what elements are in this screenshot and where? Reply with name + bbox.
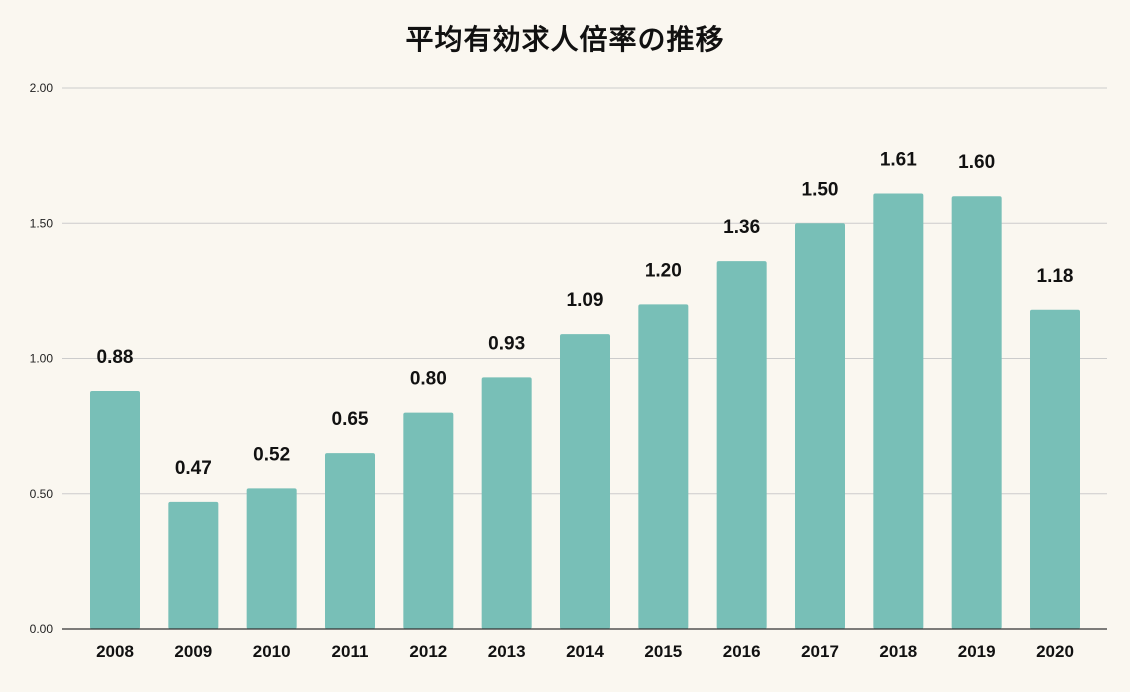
bar — [560, 334, 610, 629]
data-label: 1.20 — [645, 260, 682, 281]
x-tick-label: 2008 — [96, 642, 134, 661]
bar — [795, 223, 845, 629]
x-tick-label: 2017 — [801, 642, 839, 661]
x-tick-label: 2010 — [253, 642, 291, 661]
x-tick-label: 2012 — [409, 642, 447, 661]
x-tick-label: 2013 — [488, 642, 526, 661]
data-label: 0.65 — [332, 409, 369, 430]
data-label: 0.47 — [175, 458, 212, 479]
x-tick-label: 2019 — [958, 642, 996, 661]
x-tick-label: 2014 — [566, 642, 604, 661]
bar — [403, 412, 454, 629]
data-label: 1.61 — [880, 149, 917, 170]
data-label: 0.88 — [97, 347, 134, 368]
data-label: 1.50 — [802, 179, 839, 200]
x-tick-label: 2018 — [879, 642, 917, 661]
data-label: 1.09 — [567, 290, 604, 311]
bar — [1030, 309, 1080, 629]
bar — [325, 453, 375, 629]
x-tick-label: 2009 — [174, 642, 212, 661]
bar — [481, 377, 532, 629]
data-label: 1.18 — [1037, 266, 1074, 287]
y-tick-label: 0.00 — [30, 622, 54, 636]
bar — [90, 390, 140, 629]
x-tick-label: 2020 — [1036, 642, 1074, 661]
x-tick-label: 2015 — [644, 642, 682, 661]
x-tick-label: 2011 — [332, 642, 369, 661]
x-tick-label: 2016 — [723, 642, 761, 661]
y-tick-label: 0.50 — [30, 487, 54, 501]
data-label: 0.80 — [410, 369, 447, 390]
data-label: 0.93 — [488, 333, 525, 354]
bar — [246, 488, 297, 629]
chart-title: 平均有効求人倍率の推移 — [405, 23, 725, 56]
bar — [873, 193, 924, 629]
y-tick-label: 1.50 — [30, 216, 54, 230]
bar — [951, 196, 1002, 629]
data-label: 1.36 — [723, 217, 760, 238]
y-tick-label: 2.00 — [30, 81, 54, 95]
data-label: 1.60 — [958, 152, 995, 173]
data-label: 0.52 — [253, 444, 290, 465]
y-tick-label: 1.00 — [30, 352, 54, 366]
bar — [638, 304, 689, 629]
bar — [168, 501, 219, 629]
bar — [716, 261, 767, 629]
